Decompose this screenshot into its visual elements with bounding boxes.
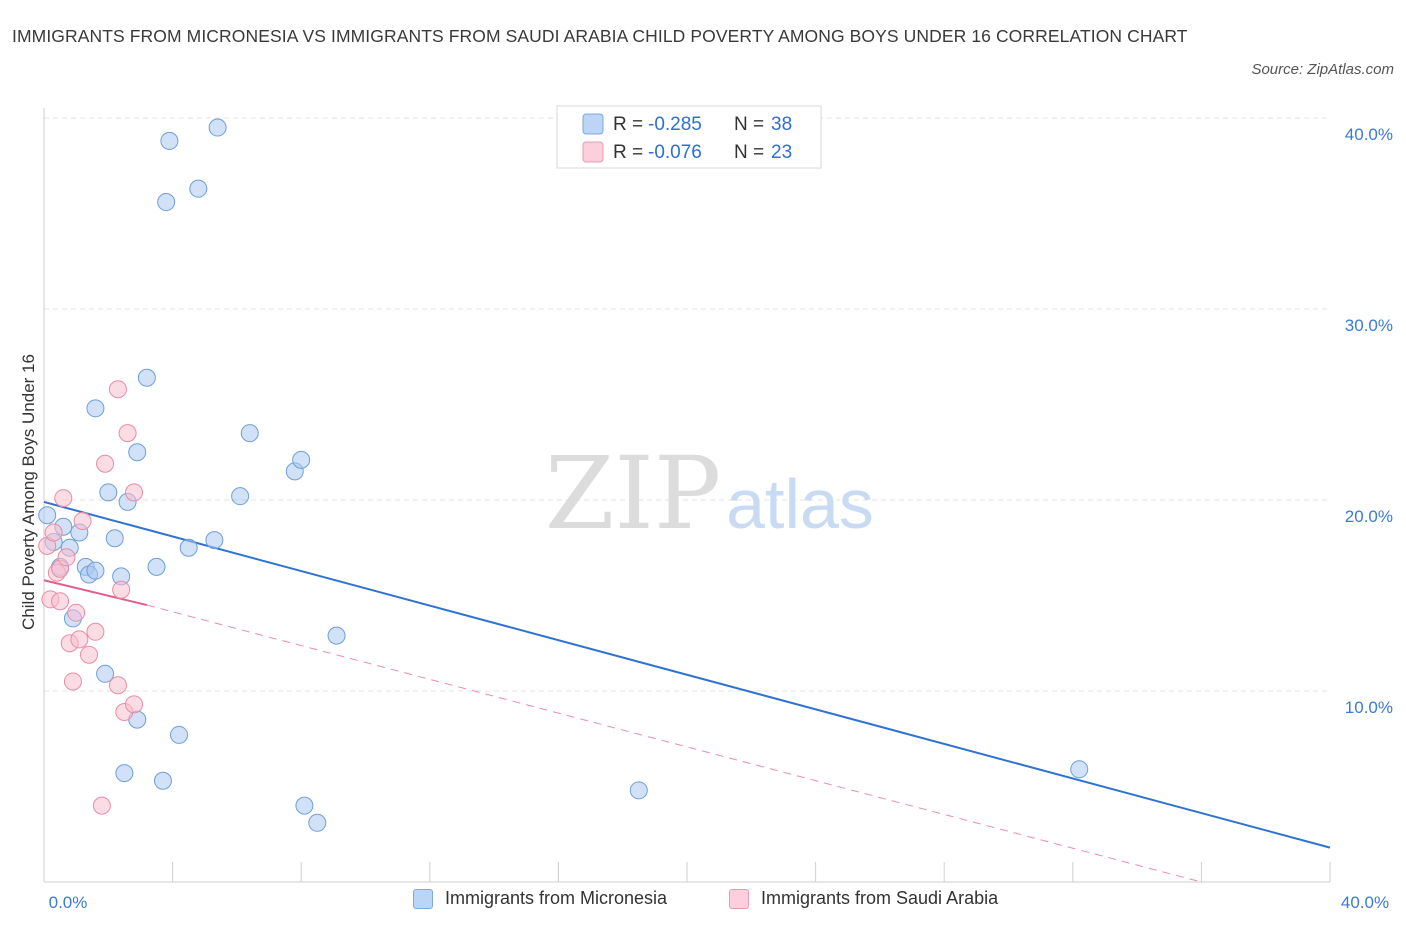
data-point-series-1[interactable] bbox=[108, 676, 127, 695]
data-point-series-0[interactable] bbox=[208, 118, 227, 137]
svg-text:R =: R = bbox=[613, 142, 643, 163]
y-axis-label: Child Poverty Among Boys Under 16 bbox=[19, 354, 38, 630]
data-point-series-0[interactable] bbox=[153, 771, 172, 790]
data-point-series-0[interactable] bbox=[295, 796, 314, 815]
data-point-series-0[interactable] bbox=[189, 179, 208, 198]
grid-layer bbox=[44, 117, 1330, 692]
data-point-series-1[interactable] bbox=[73, 512, 92, 531]
data-point-series-0[interactable] bbox=[128, 443, 147, 462]
data-point-series-1[interactable] bbox=[51, 592, 70, 611]
legend-label-micronesia: Immigrants from Micronesia bbox=[445, 888, 668, 908]
data-point-series-0[interactable] bbox=[86, 399, 105, 418]
svg-text:N =: N = bbox=[734, 142, 764, 163]
data-point-series-1[interactable] bbox=[125, 483, 144, 502]
legend-swatch-micronesia-bottom bbox=[413, 888, 433, 909]
watermark-zip: ZIP bbox=[545, 435, 721, 552]
data-point-series-0[interactable] bbox=[308, 813, 327, 832]
y-tick-label: 20.0% bbox=[1345, 507, 1393, 526]
data-point-series-1[interactable] bbox=[112, 580, 131, 599]
data-point-series-1[interactable] bbox=[57, 548, 76, 567]
data-point-series-1[interactable] bbox=[96, 454, 115, 473]
data-point-series-0[interactable] bbox=[38, 506, 57, 525]
x-tick-label-max: 40.0% bbox=[1341, 893, 1389, 912]
watermark-atlas: atlas bbox=[726, 465, 874, 543]
data-point-series-1[interactable] bbox=[125, 695, 144, 714]
data-point-series-0[interactable] bbox=[115, 764, 134, 783]
data-point-series-1[interactable] bbox=[108, 380, 127, 399]
data-point-series-0[interactable] bbox=[240, 424, 259, 443]
svg-text:R =: R = bbox=[613, 114, 643, 135]
data-point-series-1[interactable] bbox=[70, 630, 89, 649]
data-point-series-0[interactable] bbox=[160, 131, 179, 150]
data-point-series-0[interactable] bbox=[231, 487, 250, 506]
data-point-series-0[interactable] bbox=[1070, 760, 1089, 779]
data-point-series-0[interactable] bbox=[137, 368, 156, 387]
legend-swatch-saudi-arabia-bottom bbox=[729, 888, 749, 909]
data-point-series-1[interactable] bbox=[80, 645, 99, 664]
legend-box: R = -0.285 N = 38 R = -0.076 N = 23 bbox=[556, 105, 822, 169]
y-tick-label: 40.0% bbox=[1345, 125, 1393, 144]
source-label: Source: ZipAtlas.com bbox=[1251, 61, 1394, 78]
y-tick-label: 30.0% bbox=[1345, 316, 1393, 335]
trend-line-extension-1 bbox=[146, 604, 1202, 883]
data-point-series-0[interactable] bbox=[170, 725, 189, 744]
trend-line-0 bbox=[43, 500, 1331, 849]
data-point-series-1[interactable] bbox=[44, 523, 63, 542]
data-point-series-0[interactable] bbox=[105, 529, 124, 548]
legend-swatch-micronesia bbox=[582, 113, 604, 135]
legend-n-micronesia: 38 bbox=[771, 114, 792, 135]
y-tick-label: 10.0% bbox=[1345, 698, 1393, 717]
data-point-series-1[interactable] bbox=[118, 424, 137, 443]
bottom-legend: Immigrants from Micronesia Immigrants fr… bbox=[0, 888, 1406, 918]
data-point-series-1[interactable] bbox=[92, 796, 111, 815]
data-point-series-0[interactable] bbox=[157, 193, 176, 212]
data-point-series-1[interactable] bbox=[54, 489, 73, 508]
legend-label-saudi-arabia: Immigrants from Saudi Arabia bbox=[761, 888, 999, 908]
data-point-series-0[interactable] bbox=[205, 531, 224, 550]
data-point-series-0[interactable] bbox=[629, 781, 648, 800]
x-tick-label-min: 0.0% bbox=[49, 893, 88, 912]
data-point-series-0[interactable] bbox=[99, 483, 118, 502]
points-layer bbox=[38, 118, 1089, 832]
data-point-series-1[interactable] bbox=[86, 622, 105, 641]
data-point-series-0[interactable] bbox=[327, 626, 346, 645]
data-point-series-0[interactable] bbox=[147, 557, 166, 576]
chart-title: IMMIGRANTS FROM MICRONESIA VS IMMIGRANTS… bbox=[12, 26, 1188, 46]
legend-r-micronesia: -0.285 bbox=[648, 114, 702, 135]
svg-text:N =: N = bbox=[734, 114, 764, 135]
data-point-series-0[interactable] bbox=[86, 561, 105, 580]
data-point-series-0[interactable] bbox=[292, 450, 311, 469]
axis-layer: 10.0% 20.0% 30.0% 40.0% bbox=[43, 108, 1393, 883]
legend-item-saudi-arabia[interactable]: Immigrants from Saudi Arabia bbox=[729, 888, 998, 909]
data-point-series-0[interactable] bbox=[179, 538, 198, 557]
trend-line-1 bbox=[43, 579, 148, 607]
legend-n-saudi-arabia: 23 bbox=[771, 142, 792, 163]
trend-layer bbox=[43, 500, 1331, 883]
legend-swatch-saudi-arabia bbox=[582, 141, 604, 163]
data-point-series-1[interactable] bbox=[63, 672, 82, 691]
legend-r-saudi-arabia: -0.076 bbox=[648, 142, 702, 163]
legend-item-micronesia[interactable]: Immigrants from Micronesia bbox=[413, 888, 667, 909]
data-point-series-1[interactable] bbox=[67, 603, 86, 622]
watermark: ZIP atlas bbox=[545, 435, 874, 552]
data-point-series-0[interactable] bbox=[96, 664, 115, 683]
